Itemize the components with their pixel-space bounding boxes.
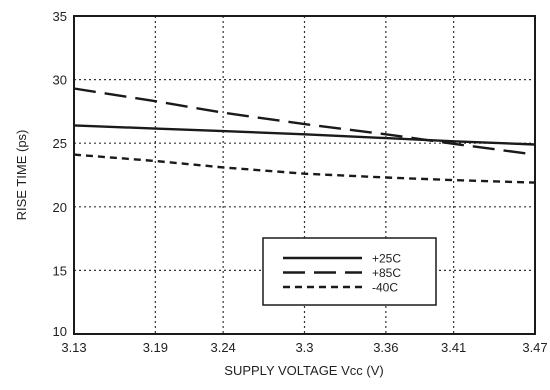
x-tick-label: 3.13 xyxy=(61,340,86,355)
x-tick-label: 3.3 xyxy=(295,340,313,355)
legend: +25C+85C-40C xyxy=(262,237,437,306)
legend-label-2: +85C xyxy=(372,266,401,280)
legend-items: +25C+85C-40C xyxy=(283,252,401,295)
y-tick-label: 25 xyxy=(53,136,67,151)
x-tick-labels: 3.13 3.19 3.24 3.3 3.36 3.41 3.47 xyxy=(61,340,547,355)
y-axis-title: RISE TIME (ps) xyxy=(14,130,29,221)
x-tick-label: 3.24 xyxy=(210,340,235,355)
x-axis-title: SUPPLY VOLTAGE Vcc (V) xyxy=(224,363,383,378)
legend-label-1: +25C xyxy=(372,252,401,266)
y-tick-labels: 10 15 20 25 30 35 xyxy=(53,9,67,339)
y-tick-label: 30 xyxy=(53,73,67,88)
x-tick-label: 3.47 xyxy=(522,340,547,355)
y-tick-label: 20 xyxy=(53,200,67,215)
plot-frame xyxy=(73,15,536,335)
series-line-1 xyxy=(73,124,536,146)
series-line-2 xyxy=(73,87,536,156)
series-line-3 xyxy=(73,153,536,184)
y-tick-label: 35 xyxy=(53,9,67,24)
x-tick-label: 3.19 xyxy=(143,340,168,355)
x-tick-label: 3.41 xyxy=(441,340,466,355)
legend-label-3: -40C xyxy=(372,281,398,295)
y-tick-label: 15 xyxy=(53,263,67,278)
x-tick-label: 3.36 xyxy=(373,340,398,355)
y-tick-label: 10 xyxy=(53,324,67,339)
series-layer xyxy=(73,87,536,184)
